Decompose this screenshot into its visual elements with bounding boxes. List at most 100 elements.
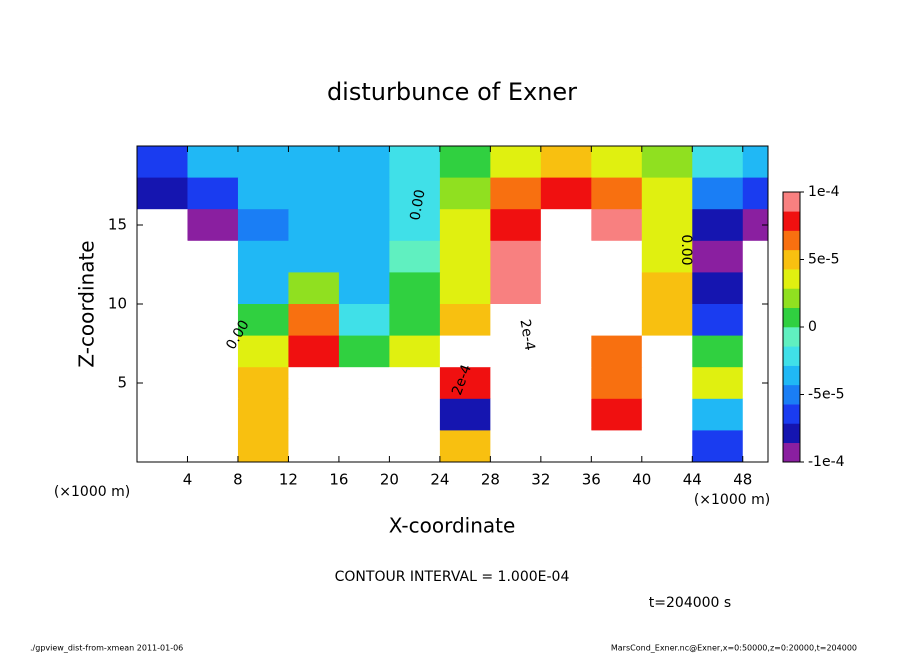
cell	[591, 367, 643, 400]
y-tick-label: 15	[108, 216, 127, 234]
colorbar-tick-label: -1e-4	[808, 454, 845, 470]
cell	[692, 367, 744, 400]
cell	[641, 240, 693, 273]
cell	[237, 209, 289, 242]
colorbar-swatch	[783, 365, 800, 386]
cell	[439, 430, 491, 462]
cell	[591, 272, 643, 305]
cell	[288, 146, 340, 179]
cell	[540, 367, 592, 400]
cell	[641, 304, 693, 337]
cell	[439, 177, 491, 210]
cell	[641, 146, 693, 179]
colorbar-swatch	[783, 192, 800, 212]
cell	[338, 335, 390, 368]
cell	[137, 367, 188, 400]
cell	[389, 146, 441, 179]
cell	[692, 335, 744, 368]
cell	[692, 177, 744, 210]
cell	[187, 209, 239, 242]
cell	[237, 398, 289, 431]
cell	[591, 304, 643, 337]
cell	[490, 367, 542, 400]
colorbar-tick-label: -5e-5	[808, 387, 845, 403]
cell	[338, 146, 390, 179]
cell	[137, 146, 188, 179]
cell	[137, 209, 188, 242]
cell	[742, 146, 768, 179]
cell	[237, 367, 289, 400]
x-tick-label: 16	[329, 471, 348, 489]
x-tick-label: 24	[430, 471, 449, 489]
contour-label: 0.00	[407, 188, 428, 221]
x-tick-label: 28	[481, 471, 500, 489]
cell	[540, 430, 592, 462]
contour-interval: CONTOUR INTERVAL = 1.000E-04	[335, 569, 570, 585]
colorbar-tick-label: 1e-4	[808, 184, 840, 200]
cell	[389, 272, 441, 305]
cell	[540, 209, 592, 242]
y-tick-label: 10	[108, 295, 127, 313]
cell	[288, 272, 340, 305]
cell	[389, 398, 441, 431]
colorbar-swatch	[783, 346, 800, 366]
colorbar-swatch	[783, 423, 800, 444]
cell	[137, 240, 188, 273]
cell	[237, 240, 289, 273]
colorbar-swatch	[783, 307, 800, 328]
cell	[288, 209, 340, 242]
contour-label: 2e-4	[516, 318, 537, 352]
colorbar-swatch	[783, 442, 800, 463]
cell	[137, 177, 188, 210]
cell	[490, 335, 542, 368]
colorbar-swatch	[783, 249, 800, 270]
x-tick-label: 40	[632, 471, 651, 489]
x-tick-label: 48	[733, 471, 752, 489]
cell	[439, 146, 491, 179]
cell	[237, 430, 289, 462]
cell	[692, 398, 744, 431]
footer: ./gpview_dist-from-xmean 2011-01-06	[30, 644, 183, 653]
x-tick-label: 8	[233, 471, 243, 489]
cell	[591, 177, 643, 210]
x-tick-label: 32	[531, 471, 550, 489]
x-tick-label: 36	[582, 471, 601, 489]
cell	[338, 430, 390, 462]
cell	[137, 430, 188, 462]
cell	[641, 430, 693, 462]
cell	[389, 209, 441, 242]
cell	[692, 304, 744, 337]
cell	[540, 398, 592, 431]
cell	[338, 304, 390, 337]
colorbar-tick-label: 5e-5	[808, 252, 839, 268]
colorbar-swatch	[783, 384, 800, 405]
cell	[288, 304, 340, 337]
cell	[187, 430, 239, 462]
field	[137, 146, 768, 462]
x-tick-label: 4	[183, 471, 193, 489]
cell	[641, 335, 693, 368]
cell	[389, 335, 441, 368]
cell	[338, 367, 390, 400]
cell	[439, 304, 491, 337]
cell	[338, 398, 390, 431]
cell	[288, 240, 340, 273]
cell	[187, 146, 239, 179]
cell	[288, 430, 340, 462]
cell	[389, 304, 441, 337]
cell	[237, 335, 289, 368]
cell	[187, 335, 239, 368]
cell	[338, 240, 390, 273]
cell	[591, 240, 643, 273]
cell	[742, 272, 768, 305]
colorbar-swatch	[783, 404, 800, 424]
cell	[338, 209, 390, 242]
cell	[692, 209, 744, 242]
chart-title: disturbunce of Exner	[327, 78, 577, 106]
cell	[540, 240, 592, 273]
cell	[641, 367, 693, 400]
cell	[187, 398, 239, 431]
cell	[187, 272, 239, 305]
cell	[137, 304, 188, 337]
